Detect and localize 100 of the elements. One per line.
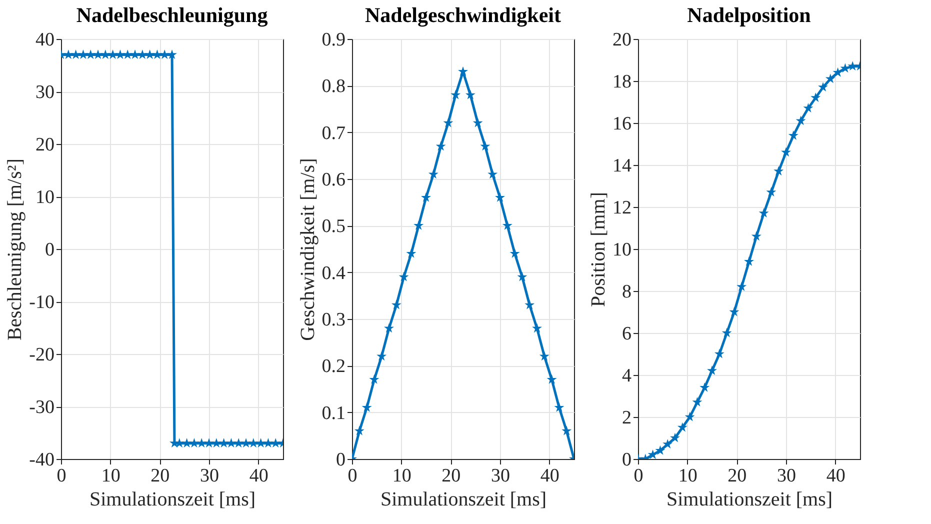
point (774, 166, 784, 176)
point (788, 130, 798, 140)
point (406, 248, 416, 258)
y-tick-label: -40 (29, 450, 54, 470)
point (796, 116, 806, 126)
x-tick-label: 30 (200, 466, 219, 486)
y-axis-title: Geschwindigkeit [m/s] (296, 158, 319, 341)
y-tick-label: 20 (36, 134, 54, 156)
y-axis-title: Position [mm] (588, 192, 610, 308)
point (480, 141, 490, 151)
point (751, 231, 762, 241)
point (428, 169, 438, 179)
point (692, 397, 702, 407)
chart-title: Nadelgeschwindigkeit (364, 3, 562, 27)
point (562, 426, 572, 436)
y-tick-label: 0.7 (322, 122, 346, 144)
y-tick-label: 0.9 (322, 30, 346, 50)
x-axis-title: Simulationszeit [ms] (380, 488, 547, 510)
y-tick-label: 0.3 (322, 310, 346, 330)
point (510, 248, 520, 258)
x-tick-label: 10 (101, 466, 120, 486)
y-tick-label: 0.2 (322, 356, 346, 378)
y-tick-label: 12 (612, 198, 632, 218)
point (524, 300, 535, 310)
point (539, 351, 550, 361)
point (458, 66, 468, 76)
point (832, 67, 843, 77)
point (502, 220, 512, 230)
y-tick-label: -10 (29, 292, 54, 313)
point (848, 61, 858, 71)
point (546, 374, 557, 384)
point (818, 82, 828, 92)
point (443, 118, 454, 128)
point (532, 323, 542, 333)
y-tick-label: 14 (612, 156, 632, 176)
chart-title: Nadelposition (687, 3, 812, 27)
y-tick-label: 4 (622, 366, 632, 386)
y-tick-label: 0.1 (322, 402, 346, 424)
point (684, 412, 695, 422)
y-tick-label: 10 (612, 240, 632, 260)
y-tick-label: 8 (622, 282, 632, 302)
y-tick-label: 0.4 (322, 262, 346, 284)
y-tick-label: 30 (36, 82, 54, 103)
point (495, 192, 505, 202)
point (655, 445, 666, 455)
point (436, 141, 446, 151)
y-tick-label: 0 (622, 450, 632, 470)
y-tick-label: 0 (336, 450, 346, 470)
point (421, 192, 431, 202)
y-tick-label: 0.6 (322, 170, 346, 190)
point (825, 74, 836, 84)
point (758, 208, 769, 218)
point (554, 402, 564, 412)
x-tick-label: 40 (249, 466, 268, 486)
point (766, 187, 776, 197)
point (465, 90, 476, 100)
y-tick-label: 40 (36, 30, 54, 50)
y-tick-label: -30 (29, 397, 54, 418)
point (781, 147, 791, 157)
y-tick-label: 20 (612, 30, 632, 50)
y-tick-label: 6 (622, 324, 632, 344)
point (369, 374, 380, 384)
point (648, 450, 658, 459)
point (744, 256, 754, 266)
point (391, 300, 402, 310)
point (670, 432, 680, 442)
point (488, 169, 498, 179)
point (450, 90, 461, 100)
x-tick-label: 40 (540, 466, 560, 486)
point (803, 103, 814, 113)
x-axis-title: Simulationszeit [ms] (89, 488, 256, 510)
x-tick-label: 30 (491, 466, 510, 486)
point (707, 366, 717, 376)
x-tick-label: 20 (728, 466, 747, 486)
point (714, 348, 724, 358)
point (376, 351, 387, 361)
chart-title: Nadelbeschleunigung (76, 3, 268, 27)
x-tick-label: 40 (826, 466, 846, 486)
point (736, 282, 747, 292)
y-tick-label: 18 (612, 72, 632, 92)
point (362, 402, 372, 412)
y-tick-label: 2 (622, 408, 632, 428)
point (810, 92, 821, 102)
y-tick-label: -20 (29, 344, 54, 366)
y-tick-label: 0 (45, 240, 54, 260)
y-tick-label: 0.5 (322, 216, 346, 238)
x-tick-label: 20 (150, 466, 170, 486)
point (354, 426, 364, 436)
point (729, 306, 740, 316)
y-tick-label: 16 (612, 114, 632, 134)
x-tick-label: 10 (392, 466, 412, 486)
x-tick-label: 30 (777, 466, 796, 486)
point (384, 323, 394, 333)
y-tick-label: 10 (36, 187, 54, 208)
y-tick-label: 0.8 (322, 76, 346, 98)
x-tick-label: 20 (442, 466, 461, 486)
point (662, 439, 673, 449)
point (517, 272, 528, 282)
point (722, 328, 732, 338)
point (472, 118, 483, 128)
